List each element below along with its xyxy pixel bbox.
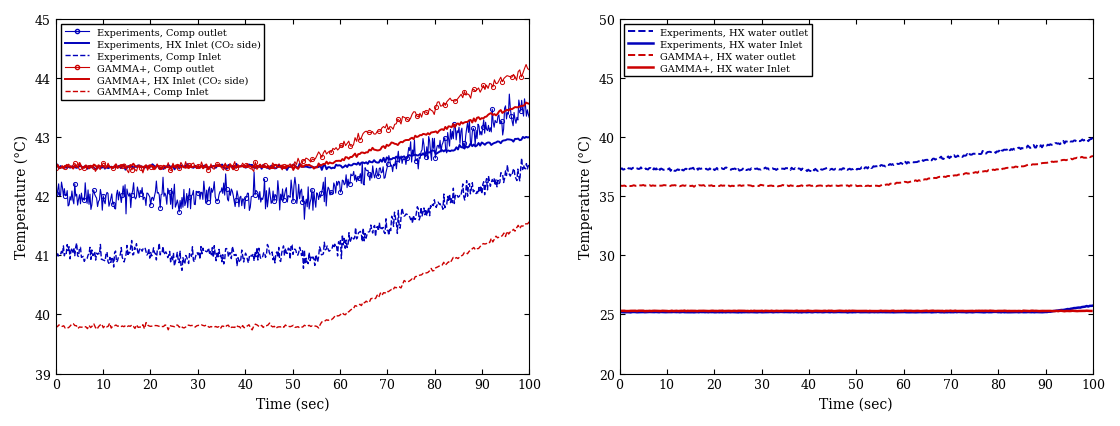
Y-axis label: Temperature (°C): Temperature (°C) [15, 135, 29, 259]
Legend: Experiments, HX water outlet, Experiments, HX water Inlet, GAMMA+, HX water outl: Experiments, HX water outlet, Experiment… [625, 25, 812, 77]
Legend: Experiments, Comp outlet, Experiments, HX Inlet (CO₂ side), Experiments, Comp In: Experiments, Comp outlet, Experiments, H… [60, 25, 264, 101]
Y-axis label: Temperature (°C): Temperature (°C) [579, 135, 594, 259]
X-axis label: Time (sec): Time (sec) [255, 397, 329, 411]
X-axis label: Time (sec): Time (sec) [820, 397, 893, 411]
